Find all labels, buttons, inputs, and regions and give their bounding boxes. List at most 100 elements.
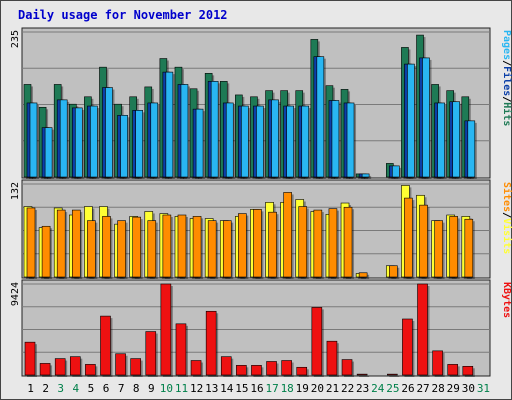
- bar-pages: [301, 105, 311, 179]
- legend-entry: Hits: [501, 102, 512, 126]
- bar-sites-body: [238, 213, 247, 278]
- bar-sites: [328, 208, 339, 279]
- legend-entry: /: [501, 60, 512, 66]
- bar-kbytes-body: [387, 373, 398, 376]
- bar-kbytes-shadow: [359, 376, 370, 377]
- bar-pages: [392, 165, 402, 179]
- bar-kbytes-body: [85, 364, 96, 376]
- x-tick-label: 8: [133, 382, 140, 395]
- bar-kbytes: [266, 361, 279, 377]
- bar-pages-body: [195, 108, 204, 178]
- bar-kbytes-body: [39, 363, 51, 376]
- bar-sites-body: [404, 197, 413, 278]
- bar-pages: [271, 99, 281, 179]
- bar-sites: [162, 214, 173, 279]
- x-tick-label: 23: [356, 382, 369, 395]
- x-tick-label: 31: [477, 382, 490, 395]
- bar-kbytes-body: [266, 361, 277, 376]
- bar-pages-body: [74, 107, 83, 178]
- x-tick-label: 29: [447, 382, 460, 395]
- bar-pages: [120, 114, 130, 179]
- legend: KBytes: [501, 282, 512, 318]
- bar-pages: [150, 102, 160, 179]
- bar-sites: [268, 211, 279, 279]
- bar-kbytes: [462, 366, 475, 377]
- bar-sites-body: [71, 209, 81, 278]
- bar-pages-body: [225, 102, 234, 178]
- bar-kbytes: [205, 310, 219, 377]
- bar-pages: [467, 120, 477, 179]
- bar-pages-body: [59, 99, 68, 178]
- bar-sites-body: [207, 220, 217, 278]
- bar-kbytes: [85, 364, 98, 377]
- bar-sites-body: [283, 192, 292, 278]
- bar-kbytes-body: [402, 318, 413, 376]
- bar-sites: [87, 220, 98, 279]
- bar-sites: [71, 209, 83, 279]
- bar-pages: [105, 87, 115, 179]
- x-tick-labels: 1 2 3 4 5 6 7 8 9 10 11 12 13 14 15 16 17 18 19 20 21 22 23 24 2…: [27, 382, 490, 395]
- bar-kbytes: [236, 365, 249, 377]
- bar-sites: [313, 209, 324, 279]
- bar-sites: [102, 216, 113, 279]
- bar-sites-body: [434, 220, 443, 278]
- x-tick-label: 30: [462, 382, 475, 395]
- bar-sites-body: [419, 204, 428, 278]
- y-max-label: 235: [10, 30, 21, 48]
- x-tick-label: 24: [371, 382, 385, 395]
- bar-pages-body: [271, 99, 279, 178]
- bar-pages: [29, 102, 39, 179]
- bar-pages: [59, 99, 70, 179]
- bar-pages: [256, 105, 266, 179]
- bar-pages-body: [180, 84, 189, 178]
- bar-kbytes: [115, 353, 128, 377]
- bar-kbytes: [402, 318, 415, 377]
- bar-kbytes: [175, 323, 188, 377]
- bar-pages-body: [467, 120, 476, 178]
- x-tick-label: 16: [250, 382, 263, 395]
- y-max-label: 132: [10, 182, 21, 200]
- bar-sites: [253, 209, 264, 279]
- bar-sites: [464, 218, 475, 279]
- bar-kbytes-body: [160, 283, 172, 376]
- bar-sites: [238, 213, 249, 279]
- bar-kbytes-body: [115, 353, 126, 376]
- bar-sites: [132, 216, 143, 279]
- x-tick-label: 12: [190, 382, 203, 395]
- legend-entry: Pages: [501, 30, 512, 60]
- panel-hits-files-pages: 235 Pages/Files/Hits: [10, 27, 512, 180]
- x-tick-label: 25: [386, 382, 399, 395]
- bar-sites-body: [162, 214, 172, 278]
- bar-files-shadow: [361, 175, 369, 179]
- bar-pages: [195, 108, 206, 179]
- bar-kbytes-body: [145, 331, 157, 376]
- x-tick-label: 15: [235, 382, 248, 395]
- bar-pages-body: [437, 102, 445, 178]
- bar-pages-body: [210, 81, 219, 178]
- panel-visits-sites: 132 Sites/Visits: [10, 179, 512, 279]
- legend: Pages/Files/Hits: [501, 30, 512, 126]
- bar-pages-body: [301, 105, 310, 178]
- bar-kbytes-body: [54, 358, 66, 376]
- bar-kbytes: [69, 356, 83, 377]
- bar-kbytes-body: [311, 307, 323, 376]
- bar-sites-body: [87, 220, 96, 278]
- bar-pages-body: [44, 127, 53, 178]
- bar-sites: [177, 214, 188, 279]
- legend-entry: KBytes: [501, 282, 512, 318]
- bar-sites: [192, 216, 204, 279]
- bar-pages: [241, 105, 251, 179]
- x-tick-label: 18: [281, 382, 294, 395]
- bar-sites-body: [147, 220, 157, 278]
- bar-sites-body: [56, 209, 66, 278]
- bar-pages-body: [422, 57, 430, 178]
- legend-entry: Files: [501, 66, 512, 96]
- bar-kbytes: [39, 363, 53, 377]
- bar-pages: [422, 57, 432, 179]
- bar-kbytes: [311, 307, 324, 377]
- legend-entry: /: [501, 96, 512, 102]
- bar-sites-body: [389, 265, 398, 278]
- bar-sites-body: [313, 209, 323, 278]
- bar-sites-body: [268, 211, 277, 278]
- bar-sites: [358, 272, 370, 279]
